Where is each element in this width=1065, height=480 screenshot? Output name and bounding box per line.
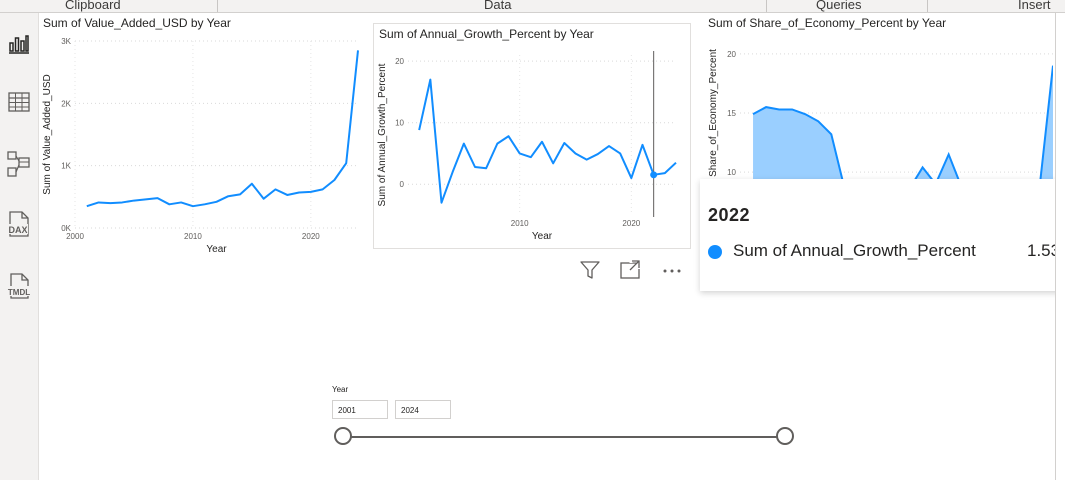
y-tick-label: 3K	[61, 37, 71, 46]
chart-title: Sum of Value_Added_USD by Year	[43, 16, 231, 30]
y-tick-label: 20	[727, 50, 736, 59]
series-line	[418, 78, 677, 204]
share-of-economy-plot: 10 15 20 Share_of_Economy_Percent	[708, 49, 1053, 184]
slicer-track[interactable]	[343, 436, 785, 438]
model-view-icon	[7, 151, 30, 177]
y-tick-label: 2K	[61, 99, 71, 108]
x-axis-title: Year	[532, 231, 553, 242]
ribbon-separator	[217, 0, 218, 12]
x-tick-label: 2010	[511, 219, 529, 228]
series-line	[752, 65, 1053, 184]
year-range-slicer: Year 2001 2024	[330, 383, 800, 453]
focus-mode-button[interactable]	[617, 258, 643, 282]
chart-title: Sum of Annual_Growth_Percent by Year	[379, 27, 594, 41]
tooltip-header: 2022	[708, 205, 751, 225]
annual-growth-plot: 0 10 20 2010 2020 Year Sum of Annual_Growth_Pe…	[377, 51, 677, 242]
ribbon-group-data[interactable]: Data	[484, 0, 512, 12]
y-tick-label: 15	[727, 109, 736, 118]
tmdl-glyph: TMDL	[8, 288, 30, 297]
dax-query-view-button[interactable]: DAX	[0, 207, 38, 241]
report-view-button[interactable]	[0, 27, 38, 61]
tmdl-view-button[interactable]: TMDL	[0, 269, 38, 303]
ribbon-group-queries[interactable]: Queries	[816, 0, 862, 12]
report-view-icon	[9, 35, 29, 54]
right-pane-edge	[1055, 13, 1065, 480]
series-line	[86, 50, 359, 208]
y-tick-label: 10	[395, 119, 404, 128]
filter-icon	[580, 261, 600, 279]
slicer-end-input[interactable]: 2024	[395, 400, 451, 419]
y-axis-title: Sum of Value_Added_USD	[42, 74, 53, 194]
share-of-economy-area-chart[interactable]: Sum of Share_of_Economy_Percent by Year …	[703, 14, 1055, 184]
slicer-end-handle[interactable]	[776, 427, 794, 445]
more-options-icon	[663, 269, 681, 273]
y-axis-title: Share_of_Economy_Percent	[708, 49, 719, 177]
slicer-start-handle[interactable]	[334, 427, 352, 445]
y-axis-title: Sum of Annual_Growth_Percent	[377, 63, 388, 206]
focus-mode-icon	[620, 259, 641, 279]
view-switcher-sidebar: DAX TMDL	[0, 13, 39, 480]
dax-query-view-icon: DAX	[8, 211, 29, 237]
annual-growth-line-chart[interactable]: Sum of Annual_Growth_Percent by Year 0 10…	[373, 23, 691, 249]
ribbon-separator	[927, 0, 928, 12]
y-tick-label: 1K	[61, 162, 71, 171]
table-view-button[interactable]	[0, 85, 38, 119]
ribbon-separator	[766, 0, 767, 12]
filter-button[interactable]	[577, 258, 603, 282]
x-tick-label: 2020	[302, 232, 320, 241]
ribbon-group-bar: Clipboard Data Queries Insert	[0, 0, 1065, 13]
tooltip-series-marker	[708, 245, 722, 259]
more-options-button[interactable]	[659, 258, 685, 282]
visual-header	[575, 256, 687, 282]
x-tick-label: 2010	[184, 232, 202, 241]
x-tick-label: 2000	[66, 232, 84, 241]
y-tick-label: 10	[727, 168, 736, 177]
tooltip-value: 1.53	[1027, 241, 1061, 260]
hover-data-point	[650, 171, 658, 179]
tooltip-series-name: Sum of Annual_Growth_Percent	[733, 241, 976, 260]
x-tick-label: 2020	[622, 219, 640, 228]
value-added-line-chart[interactable]: Sum of Value_Added_USD by Year 0K 1K 2K 3K 2…	[40, 14, 365, 264]
chart-tooltip: 2022 Sum of Annual_Growth_Percent 1.53	[700, 179, 1065, 291]
area-series-group	[752, 65, 1053, 184]
slicer-start-input[interactable]: 2001	[332, 400, 388, 419]
y-tick-label: 20	[395, 57, 404, 66]
tmdl-view-icon: TMDL	[6, 273, 32, 299]
x-axis-title: Year	[206, 244, 227, 255]
y-tick-label: 0K	[61, 224, 71, 233]
y-tick-label: 0	[400, 180, 405, 189]
area-fill	[753, 65, 1053, 184]
chart-title: Sum of Share_of_Economy_Percent by Year	[708, 16, 947, 30]
table-view-icon	[8, 92, 30, 112]
ribbon-group-clipboard[interactable]: Clipboard	[65, 0, 121, 12]
ribbon-group-insert[interactable]: Insert	[1018, 0, 1051, 12]
dax-glyph: DAX	[8, 225, 27, 235]
slicer-title: Year	[332, 385, 349, 394]
value-added-plot: 0K 1K 2K 3K 2000 2010 2020 Year Sum of Value_Add…	[42, 37, 359, 255]
model-view-button[interactable]	[0, 147, 38, 181]
